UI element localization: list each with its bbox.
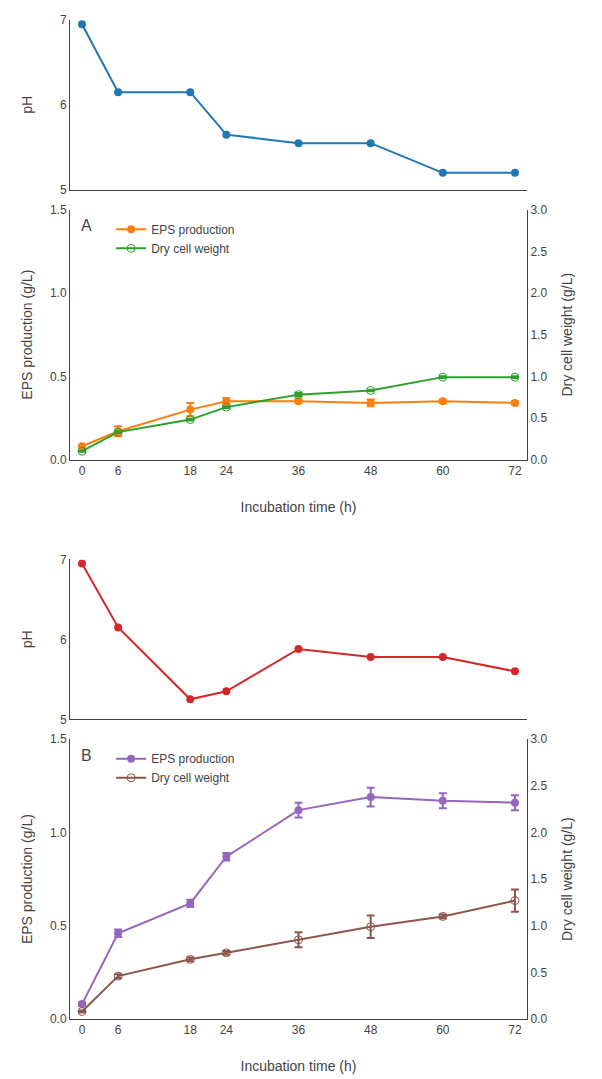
svg-text:0.0: 0.0: [530, 453, 547, 467]
svg-text:7: 7: [60, 553, 67, 567]
svg-text:2.0: 2.0: [530, 286, 547, 300]
svg-text:0.0: 0.0: [530, 1012, 547, 1026]
svg-text:pH: pH: [19, 630, 35, 648]
svg-text:2.0: 2.0: [530, 826, 547, 840]
svg-text:6: 6: [115, 1023, 122, 1037]
svg-text:Dry cell weight: Dry cell weight: [151, 771, 230, 785]
svg-text:EPS production (g/L): EPS production (g/L): [19, 270, 35, 400]
svg-text:7: 7: [60, 13, 67, 27]
svg-text:5: 5: [60, 713, 67, 727]
svg-text:60: 60: [436, 464, 450, 478]
svg-text:1.5: 1.5: [50, 203, 67, 217]
svg-text:Dry cell weight (g/L): Dry cell weight (g/L): [559, 273, 575, 397]
svg-text:2.5: 2.5: [530, 245, 547, 259]
svg-text:1.0: 1.0: [50, 286, 67, 300]
svg-text:24: 24: [220, 1023, 234, 1037]
svg-text:0.0: 0.0: [50, 1012, 67, 1026]
svg-text:EPS production: EPS production: [151, 223, 234, 237]
svg-text:72: 72: [508, 464, 522, 478]
svg-text:0: 0: [79, 1023, 86, 1037]
svg-text:EPS production (g/L): EPS production (g/L): [19, 814, 35, 944]
svg-text:1.5: 1.5: [530, 872, 547, 886]
svg-text:Dry cell weight: Dry cell weight: [151, 242, 230, 256]
svg-text:1.0: 1.0: [530, 370, 547, 384]
svg-text:Incubation time (h): Incubation time (h): [241, 499, 357, 515]
svg-text:2.5: 2.5: [530, 779, 547, 793]
svg-text:1.5: 1.5: [50, 732, 67, 746]
svg-text:Incubation time (h): Incubation time (h): [241, 1058, 357, 1074]
svg-text:1.0: 1.0: [50, 826, 67, 840]
svg-text:6: 6: [60, 633, 67, 647]
svg-text:72: 72: [508, 1023, 522, 1037]
svg-text:6: 6: [60, 98, 67, 112]
svg-text:18: 18: [184, 1023, 198, 1037]
svg-text:60: 60: [436, 1023, 450, 1037]
svg-text:0.0: 0.0: [50, 453, 67, 467]
svg-text:pH: pH: [19, 96, 35, 114]
svg-text:0.5: 0.5: [530, 411, 547, 425]
svg-text:48: 48: [364, 1023, 378, 1037]
svg-text:EPS production: EPS production: [151, 752, 234, 766]
svg-text:6: 6: [115, 464, 122, 478]
svg-text:36: 36: [292, 1023, 306, 1037]
svg-text:18: 18: [184, 464, 198, 478]
svg-text:0.5: 0.5: [530, 966, 547, 980]
svg-text:24: 24: [220, 464, 234, 478]
svg-text:A: A: [81, 217, 92, 234]
svg-text:1.5: 1.5: [530, 328, 547, 342]
svg-text:3.0: 3.0: [530, 732, 547, 746]
svg-text:Dry cell weight (g/L): Dry cell weight (g/L): [559, 817, 575, 941]
svg-text:1.0: 1.0: [530, 919, 547, 933]
svg-text:48: 48: [364, 464, 378, 478]
svg-text:3.0: 3.0: [530, 203, 547, 217]
svg-text:0.5: 0.5: [50, 370, 67, 384]
svg-text:0.5: 0.5: [50, 919, 67, 933]
svg-text:36: 36: [292, 464, 306, 478]
svg-text:5: 5: [60, 183, 67, 197]
svg-text:0: 0: [79, 464, 86, 478]
svg-text:B: B: [81, 747, 92, 764]
